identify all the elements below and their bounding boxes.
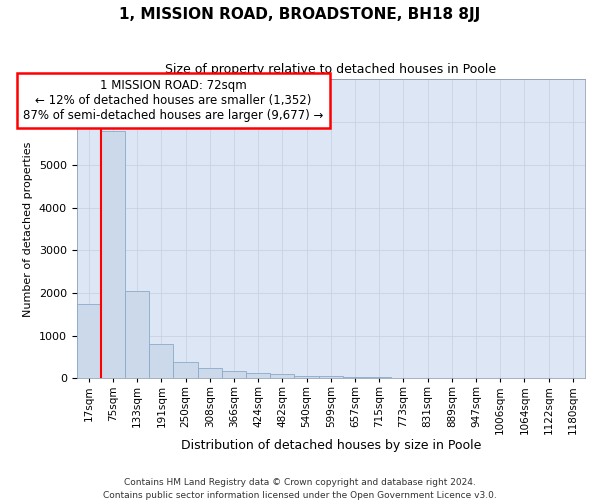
- X-axis label: Distribution of detached houses by size in Poole: Distribution of detached houses by size …: [181, 440, 481, 452]
- Bar: [197, 368, 222, 378]
- Bar: [246, 373, 270, 378]
- Bar: [149, 344, 173, 378]
- Text: 1, MISSION ROAD, BROADSTONE, BH18 8JJ: 1, MISSION ROAD, BROADSTONE, BH18 8JJ: [119, 8, 481, 22]
- Y-axis label: Number of detached properties: Number of detached properties: [23, 141, 33, 316]
- Text: Contains HM Land Registry data © Crown copyright and database right 2024.
Contai: Contains HM Land Registry data © Crown c…: [103, 478, 497, 500]
- Bar: [222, 372, 246, 378]
- Bar: [270, 374, 295, 378]
- Bar: [173, 362, 197, 378]
- Bar: [77, 304, 101, 378]
- Bar: [367, 377, 391, 378]
- Text: 1 MISSION ROAD: 72sqm
← 12% of detached houses are smaller (1,352)
87% of semi-d: 1 MISSION ROAD: 72sqm ← 12% of detached …: [23, 80, 323, 122]
- Bar: [295, 376, 319, 378]
- Bar: [343, 377, 367, 378]
- Bar: [101, 130, 125, 378]
- Bar: [125, 290, 149, 378]
- Title: Size of property relative to detached houses in Poole: Size of property relative to detached ho…: [165, 62, 496, 76]
- Bar: [319, 376, 343, 378]
